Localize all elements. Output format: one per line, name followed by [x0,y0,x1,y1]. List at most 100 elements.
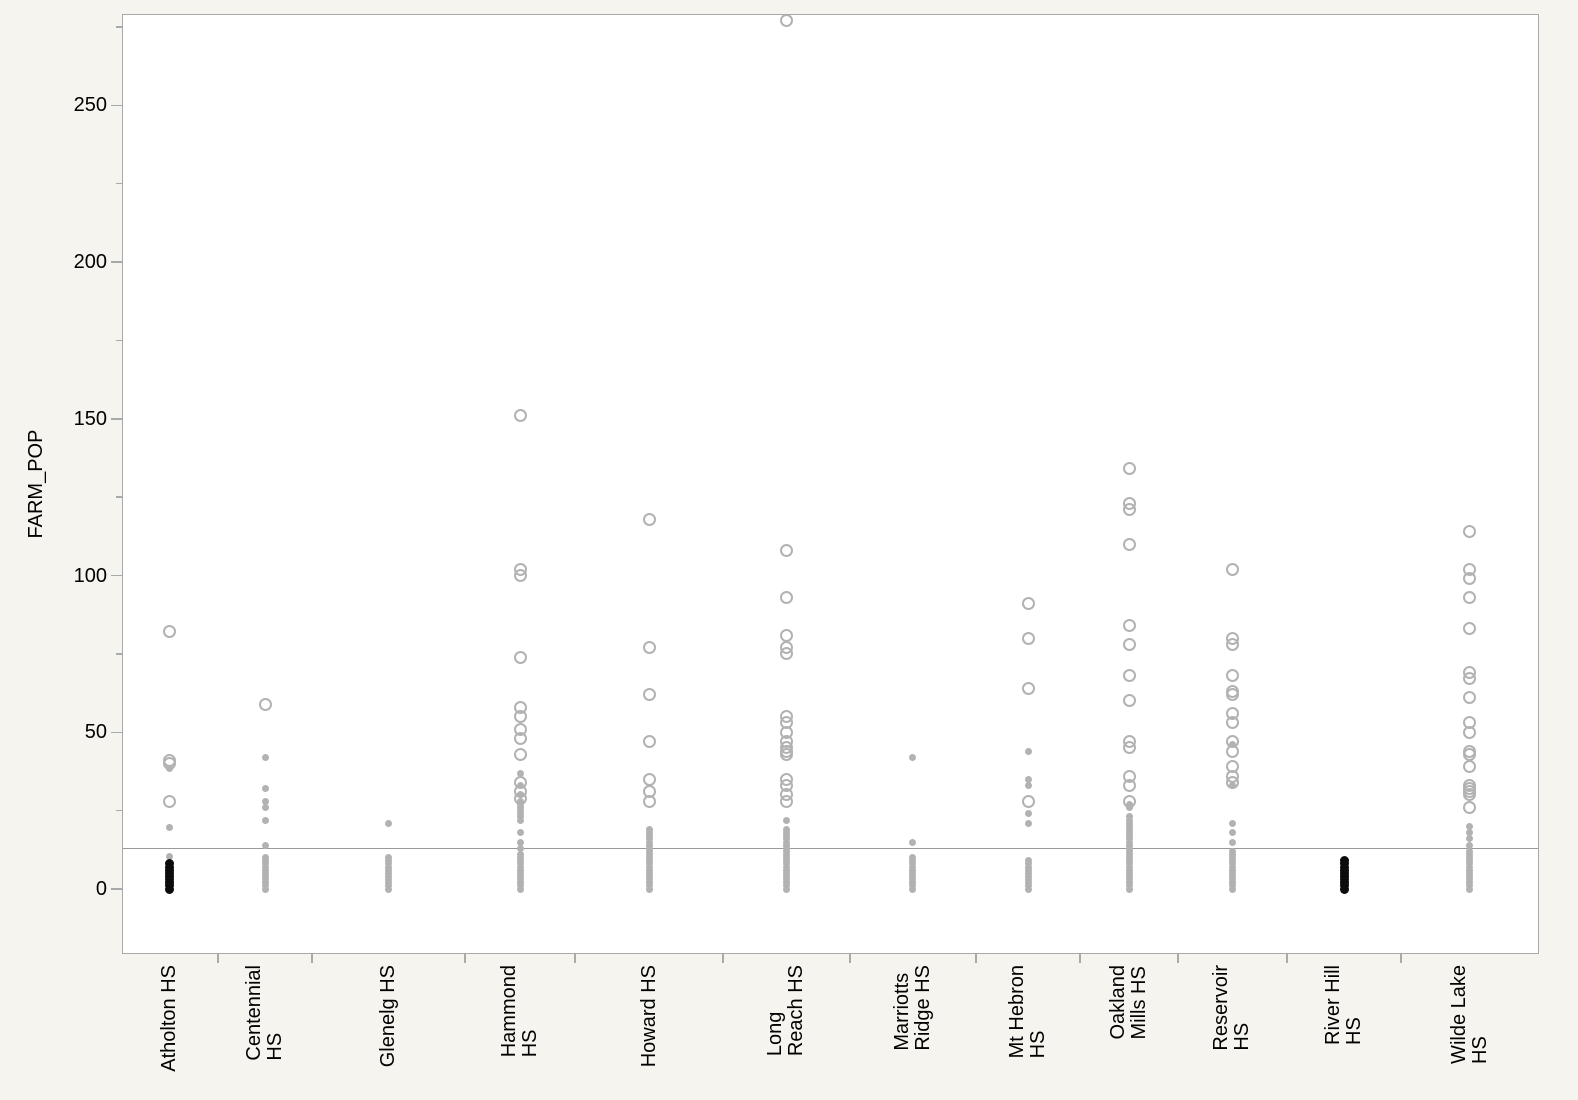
data-point[interactable] [782,816,790,824]
data-point[interactable] [1024,885,1032,893]
data-point[interactable] [1024,819,1032,827]
data-point[interactable] [642,641,656,655]
data-point[interactable] [513,650,527,664]
data-point[interactable] [1463,801,1477,815]
data-point[interactable] [516,844,524,852]
data-point[interactable] [261,797,269,805]
data-point[interactable] [779,590,793,604]
data-point[interactable] [642,772,656,786]
data-point[interactable] [261,804,269,812]
data-point[interactable] [1463,622,1477,636]
data-point[interactable] [1463,691,1477,705]
data-point[interactable] [1122,537,1136,551]
data-point[interactable] [1463,572,1477,586]
data-point[interactable] [1122,638,1136,651]
data-point[interactable] [1228,829,1236,837]
data-point[interactable] [516,838,524,846]
data-point[interactable] [1122,741,1136,755]
data-point[interactable] [779,647,793,661]
x-category-label: Centennial HS [243,965,287,1061]
data-point[interactable] [516,885,524,893]
data-point[interactable] [642,735,656,749]
data-point[interactable] [1024,810,1032,818]
data-point[interactable] [1466,885,1474,893]
data-point[interactable] [782,885,790,893]
data-point[interactable] [1466,841,1474,849]
data-point[interactable] [1225,716,1239,730]
data-point[interactable] [1463,590,1477,604]
data-point[interactable] [513,409,527,423]
data-point[interactable] [163,757,177,771]
data-point[interactable] [1024,747,1032,755]
data-point[interactable] [163,625,177,639]
data-point[interactable] [1122,619,1136,633]
data-point[interactable] [909,838,917,846]
data-point[interactable] [1463,747,1477,761]
data-point[interactable] [1122,779,1136,793]
data-point[interactable] [642,688,656,702]
data-point[interactable] [513,791,527,805]
data-point[interactable] [1463,788,1477,802]
data-point[interactable] [513,747,527,761]
data-point[interactable] [1021,597,1035,611]
data-point[interactable] [516,829,524,837]
data-point[interactable] [513,732,527,746]
data-point[interactable] [779,14,793,28]
data-point[interactable] [1466,822,1474,830]
data-point[interactable] [645,885,653,893]
data-point[interactable] [1024,782,1032,790]
data-point[interactable] [1225,638,1239,651]
data-point[interactable] [779,543,793,557]
data-point[interactable] [1024,775,1032,783]
x-axis-boundary-tick [722,953,724,963]
data-point[interactable] [1122,462,1136,476]
data-point[interactable] [384,819,392,827]
data-point[interactable] [1225,744,1239,758]
data-point[interactable] [1466,835,1474,843]
data-point[interactable] [779,747,793,761]
data-point[interactable] [779,794,793,808]
data-point[interactable] [261,841,269,849]
data-point[interactable] [261,885,269,893]
data-point[interactable] [1122,669,1136,683]
data-point[interactable] [1021,631,1035,645]
data-point[interactable] [1463,525,1477,539]
data-point[interactable] [1228,838,1236,846]
data-point[interactable] [1122,794,1136,808]
data-point[interactable] [513,710,527,724]
data-point[interactable] [909,885,917,893]
data-point[interactable] [261,816,269,824]
data-point[interactable] [1225,562,1239,576]
data-point[interactable] [1125,885,1133,893]
data-point[interactable] [1228,819,1236,827]
data-point[interactable] [1225,669,1239,683]
data-point[interactable] [1463,760,1477,774]
data-point[interactable] [261,753,269,761]
data-point-selected[interactable] [1339,884,1349,894]
data-point[interactable] [1466,829,1474,837]
data-point[interactable] [1463,725,1477,739]
data-point[interactable] [166,824,174,832]
data-point[interactable] [779,628,793,642]
data-point[interactable] [258,697,272,711]
data-point-selected[interactable] [165,884,175,894]
data-point[interactable] [516,769,524,777]
data-point[interactable] [1228,885,1236,893]
data-point[interactable] [909,753,917,761]
data-point[interactable] [1021,794,1035,808]
data-point[interactable] [1225,775,1239,789]
data-point[interactable] [1463,672,1477,686]
data-point[interactable] [642,512,656,526]
data-point[interactable] [1225,688,1239,702]
data-point[interactable] [163,794,177,808]
y-axis-major-tick [111,731,123,734]
data-point[interactable] [513,569,527,583]
data-point[interactable] [1122,694,1136,708]
data-point[interactable] [1021,681,1035,695]
data-point[interactable] [261,785,269,793]
data-point[interactable] [166,852,174,860]
data-point[interactable] [516,816,524,824]
data-point[interactable] [1122,503,1136,517]
data-point[interactable] [384,885,392,893]
data-point[interactable] [642,794,656,808]
